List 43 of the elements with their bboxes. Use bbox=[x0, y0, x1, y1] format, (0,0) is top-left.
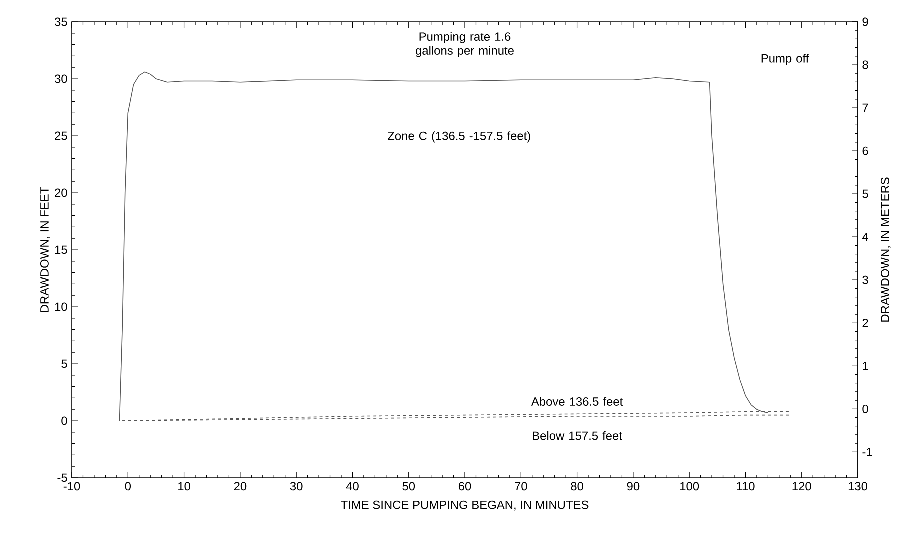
y-tick-label: 20 bbox=[55, 188, 68, 198]
x-tick-label: 120 bbox=[792, 482, 812, 491]
y2-tick-label: 1 bbox=[863, 362, 868, 370]
x-tick-label: 40 bbox=[346, 482, 359, 491]
annotation: Zone C (136.5 -157.5 feet) bbox=[388, 132, 530, 143]
x-tick-label: 30 bbox=[290, 482, 303, 491]
x-tick-label: 100 bbox=[680, 482, 700, 491]
y2-tick-label: 0 bbox=[862, 404, 868, 414]
y-axis-title: DRAWDOWN, IN FEET bbox=[40, 187, 50, 312]
y2-tick-label: 5 bbox=[862, 190, 868, 198]
y2-tick-label: 3 bbox=[862, 276, 868, 284]
x-tick-label: 60 bbox=[458, 482, 472, 491]
x-tick-label: 20 bbox=[234, 482, 247, 491]
y2-tick-label: 6 bbox=[862, 146, 868, 156]
y-tick-label: 30 bbox=[54, 74, 68, 84]
y2-tick-label: 2 bbox=[862, 318, 868, 328]
x-tick-label: 70 bbox=[515, 482, 528, 491]
y2-tick-label: 9 bbox=[862, 18, 868, 26]
y-tick-label: 0 bbox=[62, 416, 68, 426]
x-tick-label: 50 bbox=[402, 482, 416, 491]
annotation: Pump off bbox=[762, 54, 810, 66]
y-tick-label: 35 bbox=[54, 18, 68, 26]
x-tick-label: 0 bbox=[125, 482, 132, 491]
annotation: Above 136.5 feet bbox=[531, 397, 624, 406]
y2-tick-label: 7 bbox=[862, 104, 868, 112]
y2-tick-label: -1 bbox=[862, 448, 872, 456]
annotation: Below 157.5 feet bbox=[533, 431, 622, 440]
y-tick-label: 15 bbox=[55, 246, 68, 254]
y2-tick-label: 4 bbox=[862, 232, 868, 242]
y2-tick-label: 8 bbox=[862, 60, 868, 70]
y-tick-label: 10 bbox=[55, 302, 68, 312]
x-tick-label: 10 bbox=[178, 482, 190, 491]
x-tick-label: 110 bbox=[737, 482, 755, 491]
y-tick-label: 5 bbox=[62, 360, 68, 368]
y2-axis-title: DRAWDOWN, IN METERS bbox=[881, 178, 891, 322]
x-tick-label: 130 bbox=[848, 482, 868, 491]
x-tick-label: 90 bbox=[627, 482, 640, 491]
annotation: Pumping rate 1.6 gallons per minute bbox=[416, 32, 514, 58]
x-tick-label: 80 bbox=[571, 482, 584, 491]
x-axis-title: TIME SINCE PUMPING BEGAN, IN MINUTES bbox=[341, 500, 589, 511]
y-tick-label: -5 bbox=[58, 474, 68, 482]
y-tick-label: 25 bbox=[55, 132, 68, 140]
x-tick-label: -10 bbox=[64, 482, 80, 491]
